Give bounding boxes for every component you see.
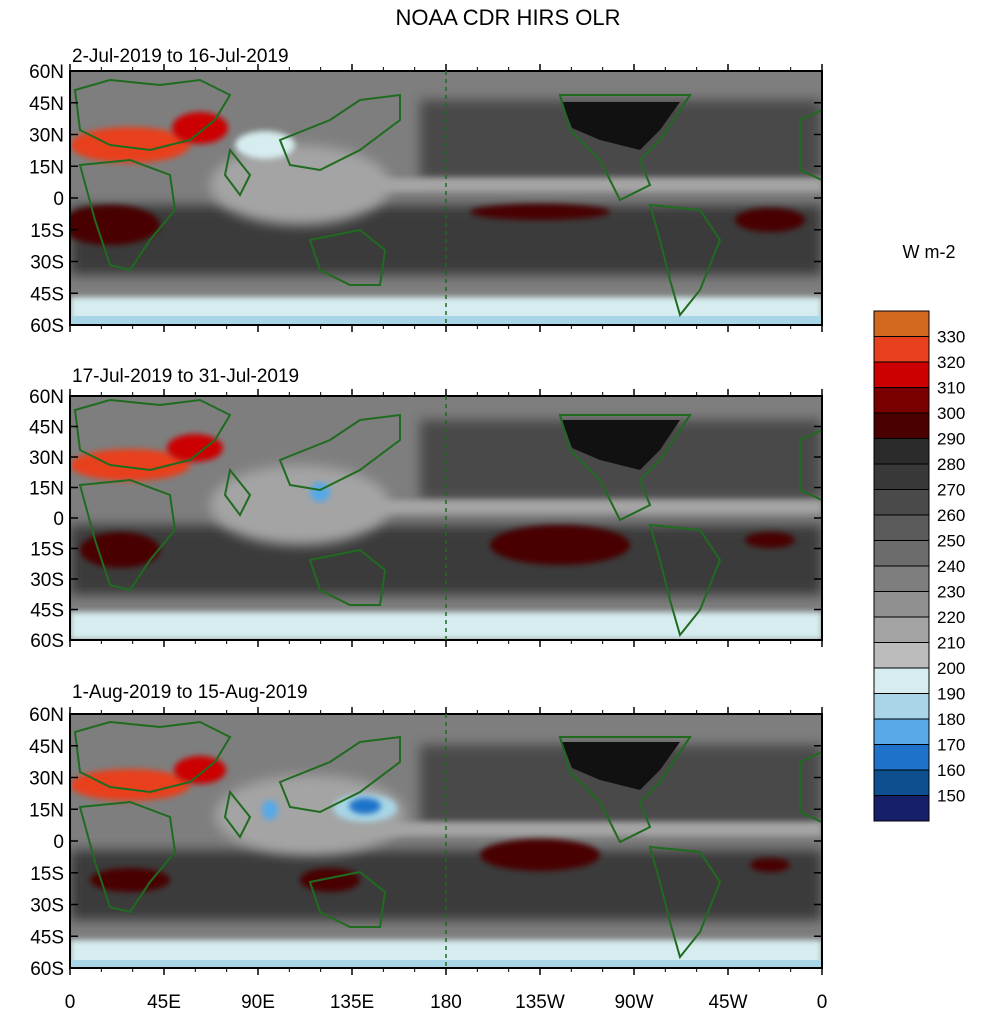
lat-label: 15N xyxy=(29,157,64,178)
map-axes: 60N 45N 30N 15N 0 15S 30S 45S 60S 60N 45N 30N 15N 0 15… xyxy=(29,62,827,1013)
colorbar-label: 310 xyxy=(937,379,965,398)
colorbar-label: 150 xyxy=(937,787,965,806)
colorbar-label: 160 xyxy=(937,761,965,780)
lat-label: 45S xyxy=(30,284,64,305)
colorbar-swatch xyxy=(873,514,930,541)
colorbar-swatch xyxy=(873,489,930,516)
colorbar-label: 240 xyxy=(937,557,965,576)
lat-label: 60S xyxy=(30,631,64,652)
lat-label: 15S xyxy=(30,864,64,885)
colorbar-label: 260 xyxy=(937,506,965,525)
colorbar-swatch xyxy=(873,667,930,694)
lat-label: 0 xyxy=(53,832,64,853)
colorbar-label: 320 xyxy=(937,353,965,372)
colorbar-label: 200 xyxy=(937,659,965,678)
figure-title: NOAA CDR HIRS OLR xyxy=(396,5,621,30)
colorbar-swatch xyxy=(873,310,930,337)
lat-label: 15S xyxy=(30,540,64,561)
colorbar-swatch xyxy=(873,336,930,363)
lon-label: 0 xyxy=(65,992,76,1013)
colorbar-label: 180 xyxy=(937,710,965,729)
lat-label: 30N xyxy=(29,769,64,790)
panel-3-field xyxy=(70,714,822,968)
colorbar-label: 290 xyxy=(937,430,965,449)
lat-label: 15S xyxy=(30,221,64,242)
colorbar-label: 220 xyxy=(937,608,965,627)
colorbar-label: 270 xyxy=(937,481,965,500)
lat-label: 30S xyxy=(30,253,64,274)
lon-label: 0 xyxy=(817,992,828,1013)
map-panel-3: 1-Aug-2019 to 15-Aug-2019 xyxy=(69,682,823,969)
lat-label: 45N xyxy=(29,418,64,439)
colorbar-units: W m-2 xyxy=(903,242,956,262)
panel-1-field xyxy=(70,71,822,325)
lat-label: 60S xyxy=(30,316,64,337)
lon-label: 45W xyxy=(708,992,747,1013)
lat-label: 60S xyxy=(30,959,64,980)
lon-label: 90W xyxy=(614,992,653,1013)
lat-label: 15N xyxy=(29,479,64,500)
colorbar-label: 210 xyxy=(937,634,965,653)
colorbar: W m-2 330 320 310 300 290 280 270 260 250 240 230 2… xyxy=(873,242,965,822)
colorbar-swatch xyxy=(873,693,930,720)
lat-label: 30S xyxy=(30,896,64,917)
colorbar-label: 190 xyxy=(937,685,965,704)
colorbar-label: 230 xyxy=(937,583,965,602)
colorbar-swatch xyxy=(873,718,930,745)
panel-3-title: 1-Aug-2019 to 15-Aug-2019 xyxy=(72,682,308,703)
colorbar-label: 280 xyxy=(937,455,965,474)
colorbar-label: 250 xyxy=(937,532,965,551)
colorbar-swatch xyxy=(873,412,930,439)
colorbar-swatch xyxy=(873,795,930,822)
lon-label: 180 xyxy=(430,992,462,1013)
colorbar-label: 170 xyxy=(937,736,965,755)
colorbar-swatch xyxy=(873,361,930,388)
colorbar-swatch xyxy=(873,438,930,465)
lon-label: 135W xyxy=(515,992,565,1013)
lon-label: 45E xyxy=(147,992,181,1013)
lat-label: 30N xyxy=(29,126,64,147)
lat-label: 60N xyxy=(29,62,64,83)
map-panel-1: 2-Jul-2019 to 16-Jul-2019 xyxy=(69,46,823,326)
lon-label: 135E xyxy=(330,992,374,1013)
colorbar-swatch xyxy=(873,387,930,414)
lat-label: 0 xyxy=(53,189,64,210)
colorbar-swatch xyxy=(873,540,930,567)
lat-label: 60N xyxy=(29,387,64,408)
lat-label: 15N xyxy=(29,800,64,821)
colorbar-swatch xyxy=(873,565,930,592)
lat-label: 30S xyxy=(30,570,64,591)
lat-label: 45N xyxy=(29,94,64,115)
colorbar-swatch xyxy=(873,591,930,618)
lat-label: 45N xyxy=(29,737,64,758)
colorbar-swatch xyxy=(873,769,930,796)
lat-label: 45S xyxy=(30,927,64,948)
panel-1-title: 2-Jul-2019 to 16-Jul-2019 xyxy=(72,46,289,67)
map-panel-2: 17-Jul-2019 to 31-Jul-2019 xyxy=(69,366,823,641)
colorbar-swatch xyxy=(873,463,930,490)
lat-label: 0 xyxy=(53,509,64,530)
lat-label: 45S xyxy=(30,601,64,622)
lon-label: 90E xyxy=(241,992,275,1013)
panel-2-title: 17-Jul-2019 to 31-Jul-2019 xyxy=(72,366,299,387)
colorbar-swatch xyxy=(873,616,930,643)
lat-label: 60N xyxy=(29,705,64,726)
colorbar-swatch xyxy=(873,744,930,771)
colorbar-swatch xyxy=(873,642,930,669)
colorbar-label: 300 xyxy=(937,404,965,423)
lat-label: 30N xyxy=(29,448,64,469)
colorbar-label: 330 xyxy=(937,328,965,347)
